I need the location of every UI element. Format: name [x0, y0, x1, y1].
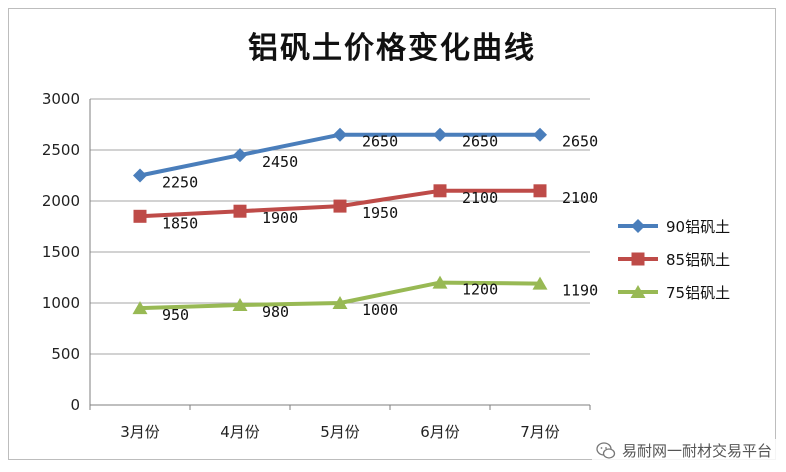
legend-label: 85铝矾土 — [666, 251, 730, 269]
series-group — [132, 127, 548, 315]
data-label: 2450 — [262, 153, 298, 171]
data-point — [233, 148, 247, 163]
data-label: 2250 — [162, 174, 198, 192]
chart-title: 铝矾土价格变化曲线 — [248, 31, 536, 66]
data-label: 1000 — [362, 301, 398, 319]
data-label: 980 — [262, 303, 289, 321]
wechat-icon — [596, 441, 616, 459]
watermark-text: 易耐网一耐材交易平台 — [621, 442, 772, 460]
x-tick-label: 4月份 — [220, 423, 260, 441]
data-label: 1950 — [362, 204, 398, 222]
data-labels: 2250 2450 2650 2650 2650 1850 1900 1950 2100 2100… — [162, 133, 598, 324]
axes: 0 500 1000 1500 2000 2500 3000 3月份 4月份 5月份 6月份 7月份 — [42, 90, 591, 441]
data-point — [333, 199, 347, 213]
data-point — [532, 276, 548, 290]
data-point — [232, 298, 248, 312]
legend-marker — [630, 285, 646, 298]
data-label: 1900 — [262, 209, 298, 227]
legend-label: 90铝矾土 — [666, 218, 730, 236]
legend-marker — [631, 219, 645, 233]
data-point — [333, 127, 347, 142]
y-tick-label: 0 — [70, 396, 80, 414]
data-label: 950 — [162, 306, 189, 324]
x-tick-label: 7月份 — [520, 423, 560, 441]
y-tick-label: 500 — [51, 345, 80, 363]
data-label: 2650 — [562, 133, 598, 151]
watermark: 易耐网一耐材交易平台 — [591, 439, 776, 462]
legend: 90铝矾土 85铝矾土 75铝矾土 — [618, 218, 730, 302]
y-tick-label: 1500 — [42, 243, 80, 261]
y-tick-label: 3000 — [42, 90, 80, 108]
x-tick-label: 6月份 — [420, 423, 460, 441]
data-point — [133, 209, 147, 223]
data-point — [533, 184, 547, 198]
data-point — [433, 127, 447, 142]
data-label: 2100 — [562, 189, 598, 207]
legend-label: 75铝矾土 — [666, 284, 730, 302]
data-point — [133, 168, 147, 183]
data-label: 1200 — [462, 281, 498, 299]
data-label: 1190 — [562, 282, 598, 300]
data-label: 1850 — [162, 214, 198, 232]
data-point — [332, 296, 348, 309]
legend-marker — [631, 252, 645, 266]
data-point — [432, 275, 448, 289]
x-tick-label: 3月份 — [120, 423, 160, 441]
data-point — [132, 301, 148, 315]
data-label: 2650 — [462, 133, 498, 151]
y-tick-label: 1000 — [42, 294, 80, 312]
data-point — [233, 204, 247, 218]
chart-frame: 铝矾土价格变化曲线 — [8, 8, 776, 460]
data-point — [433, 184, 447, 198]
data-point — [533, 127, 547, 142]
data-label: 2100 — [462, 189, 498, 207]
x-tick-label: 5月份 — [320, 423, 360, 441]
y-tick-label: 2000 — [42, 192, 80, 210]
data-label: 2650 — [362, 133, 398, 151]
y-tick-label: 2500 — [42, 141, 80, 159]
